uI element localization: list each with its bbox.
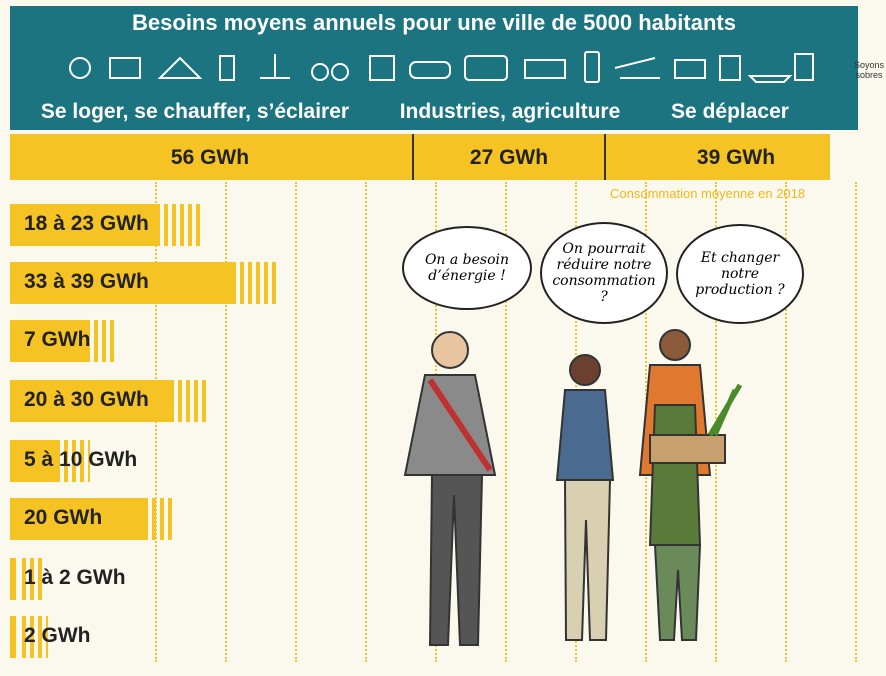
grid-line [295, 182, 297, 662]
icons [60, 44, 820, 88]
bar-label: 2 GWh [24, 624, 91, 648]
bar-label: 20 GWh [24, 506, 102, 530]
grid-line [225, 182, 227, 662]
grid-line [155, 182, 157, 662]
grid-line [855, 182, 857, 662]
bar-label: 7 GWh [24, 328, 91, 352]
title: Besoins moyens annuels pour une ville de… [10, 10, 858, 36]
bar-label: 33 à 39 GWh [24, 270, 149, 294]
bar-label: 18 à 23 GWh [24, 212, 149, 236]
bar-label: 1 à 2 GWh [24, 566, 126, 590]
section-label: Se déplacer [640, 100, 820, 124]
speech-bubble: On pourrait réduire notre consommation ? [540, 222, 668, 324]
speech-bubble: Et changer notre production ? [676, 224, 804, 324]
section-label: Se loger, se chauffer, s’éclairer [20, 100, 370, 124]
note: Consommation moyenne en 2018 [610, 186, 805, 201]
grid-line [365, 182, 367, 662]
total: 56 GWh [10, 146, 410, 170]
speech-bubble: On a besoin d’énergie ! [402, 226, 532, 310]
section-label: Industries, agriculture [395, 100, 625, 124]
illustration [370, 320, 770, 665]
page: Besoins moyens annuels pour une ville de… [0, 0, 886, 676]
bar-label: 5 à 10 GWh [24, 448, 137, 472]
side-note: Soyons sobres [852, 60, 886, 80]
total: 39 GWh [606, 146, 866, 170]
bar-label: 20 à 30 GWh [24, 388, 149, 412]
total: 27 GWh [414, 146, 604, 170]
